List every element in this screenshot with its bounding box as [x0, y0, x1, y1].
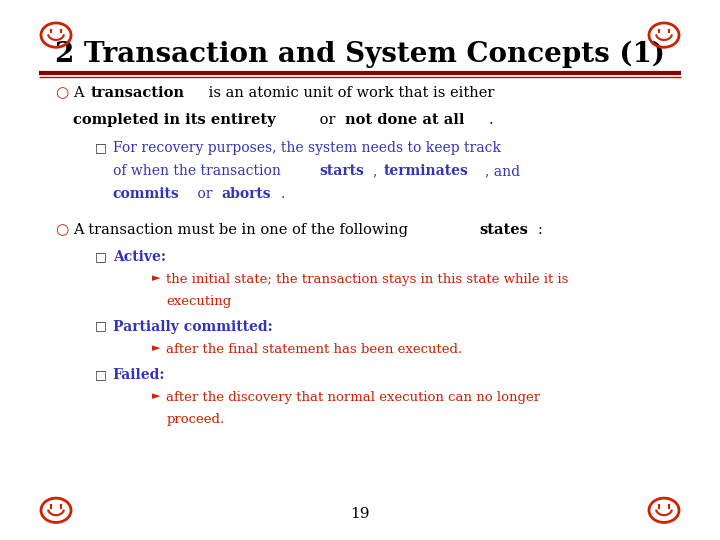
- Text: For recovery purposes, the system needs to keep track: For recovery purposes, the system needs …: [113, 141, 501, 156]
- Text: or: or: [193, 187, 217, 201]
- Text: not done at all: not done at all: [346, 113, 465, 127]
- Text: A: A: [73, 86, 88, 100]
- Text: ,: ,: [373, 164, 382, 178]
- Text: the initial state; the transaction stays in this state while it is: the initial state; the transaction stays…: [166, 273, 569, 286]
- Text: aborts: aborts: [221, 187, 271, 201]
- Text: ○: ○: [55, 223, 68, 237]
- Text: □: □: [95, 250, 107, 263]
- Text: , and: , and: [485, 164, 520, 178]
- Text: starts: starts: [319, 164, 364, 178]
- Text: proceed.: proceed.: [166, 413, 225, 426]
- Text: .: .: [488, 113, 493, 127]
- Text: transaction: transaction: [91, 86, 185, 100]
- Text: completed in its entirety: completed in its entirety: [73, 113, 275, 127]
- Text: □: □: [95, 368, 107, 381]
- Text: Failed:: Failed:: [113, 368, 166, 382]
- Text: Partially committed:: Partially committed:: [113, 320, 273, 334]
- Text: states: states: [480, 223, 528, 237]
- Text: .: .: [281, 187, 285, 201]
- Text: ►: ►: [151, 273, 160, 284]
- Text: ►: ►: [151, 343, 160, 353]
- Text: 2 Transaction and System Concepts (1): 2 Transaction and System Concepts (1): [55, 40, 665, 68]
- Text: Active:: Active:: [113, 250, 166, 264]
- Text: :: :: [538, 223, 543, 237]
- Text: after the final statement has been executed.: after the final statement has been execu…: [166, 343, 462, 356]
- Text: terminates: terminates: [383, 164, 468, 178]
- Text: commits: commits: [113, 187, 179, 201]
- Text: of when the transaction: of when the transaction: [113, 164, 285, 178]
- Text: □: □: [95, 320, 107, 333]
- Text: or: or: [315, 113, 341, 127]
- Text: after the discovery that normal execution can no longer: after the discovery that normal executio…: [166, 391, 541, 404]
- Text: ○: ○: [55, 86, 68, 100]
- Text: is an atomic unit of work that is either: is an atomic unit of work that is either: [204, 86, 494, 100]
- Text: 19: 19: [350, 507, 370, 521]
- Text: ►: ►: [151, 391, 160, 401]
- Text: □: □: [95, 141, 107, 154]
- Text: A transaction must be in one of the following: A transaction must be in one of the foll…: [73, 223, 413, 237]
- Text: executing: executing: [166, 295, 232, 308]
